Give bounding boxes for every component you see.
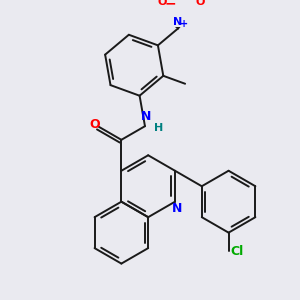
Text: H: H: [154, 123, 163, 133]
Text: N: N: [172, 202, 182, 214]
Text: O: O: [196, 0, 205, 7]
Text: −: −: [165, 0, 176, 11]
Text: N: N: [173, 16, 183, 27]
Text: O: O: [158, 0, 167, 7]
Text: N: N: [141, 110, 151, 124]
Text: O: O: [90, 118, 100, 131]
Text: +: +: [180, 19, 188, 29]
Text: Cl: Cl: [230, 245, 244, 258]
